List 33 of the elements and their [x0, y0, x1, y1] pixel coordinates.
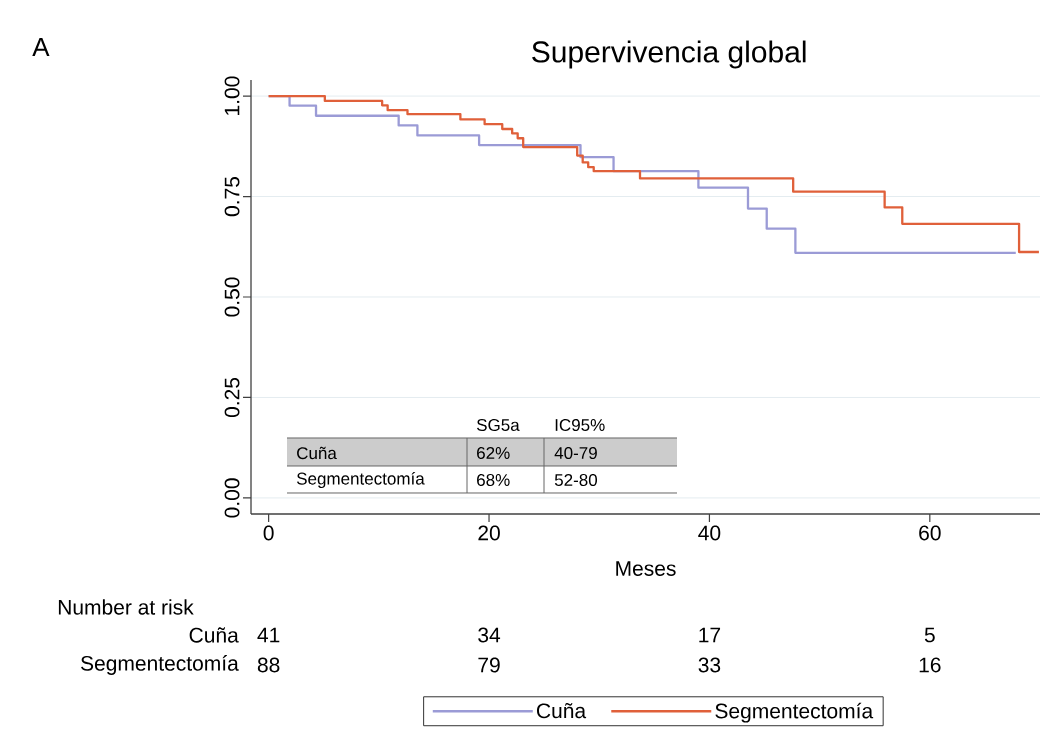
- annotation: 52-80: [554, 473, 598, 487]
- annotation: Cuña: [297, 446, 337, 460]
- text: 5: [924, 627, 935, 643]
- annotation: IC95%: [555, 418, 605, 432]
- y-tick-label: 0.75: [224, 176, 240, 217]
- text: Number at risk: [58, 599, 194, 615]
- text: 88: [257, 657, 280, 673]
- text: 33: [698, 657, 721, 673]
- chart-title: Supervivencia global: [532, 40, 806, 69]
- annotation: 68%: [477, 473, 510, 487]
- annotation: 62%: [477, 446, 510, 460]
- text: Cuña: [189, 627, 239, 643]
- x-tick-label: 20: [478, 525, 500, 541]
- y-tick-label: 0.00: [224, 478, 240, 518]
- annotation: SG5a: [476, 418, 520, 432]
- x-axis-title: Meses: [616, 561, 676, 576]
- text: 34: [478, 627, 501, 643]
- legend-label: Cuña: [536, 702, 587, 719]
- y-tick-label: 1.00: [224, 76, 240, 115]
- annotation: 40-79: [554, 446, 597, 460]
- legend-label: Segmentectomía: [715, 702, 874, 723]
- text: 79: [478, 657, 500, 673]
- x-tick-label: 40: [698, 525, 721, 541]
- text: 16: [919, 657, 941, 673]
- y-tick-label: 0.25: [224, 377, 240, 418]
- y-tick-label: 0.50: [224, 277, 240, 317]
- annotation: Segmentectomía: [296, 471, 425, 489]
- text: A: [32, 38, 50, 56]
- x-tick-label: 60: [919, 525, 941, 541]
- x-tick-label: 0: [263, 525, 274, 541]
- text: Segmentectomía: [81, 655, 239, 675]
- text: 41: [257, 627, 280, 643]
- text: 17: [699, 627, 721, 643]
